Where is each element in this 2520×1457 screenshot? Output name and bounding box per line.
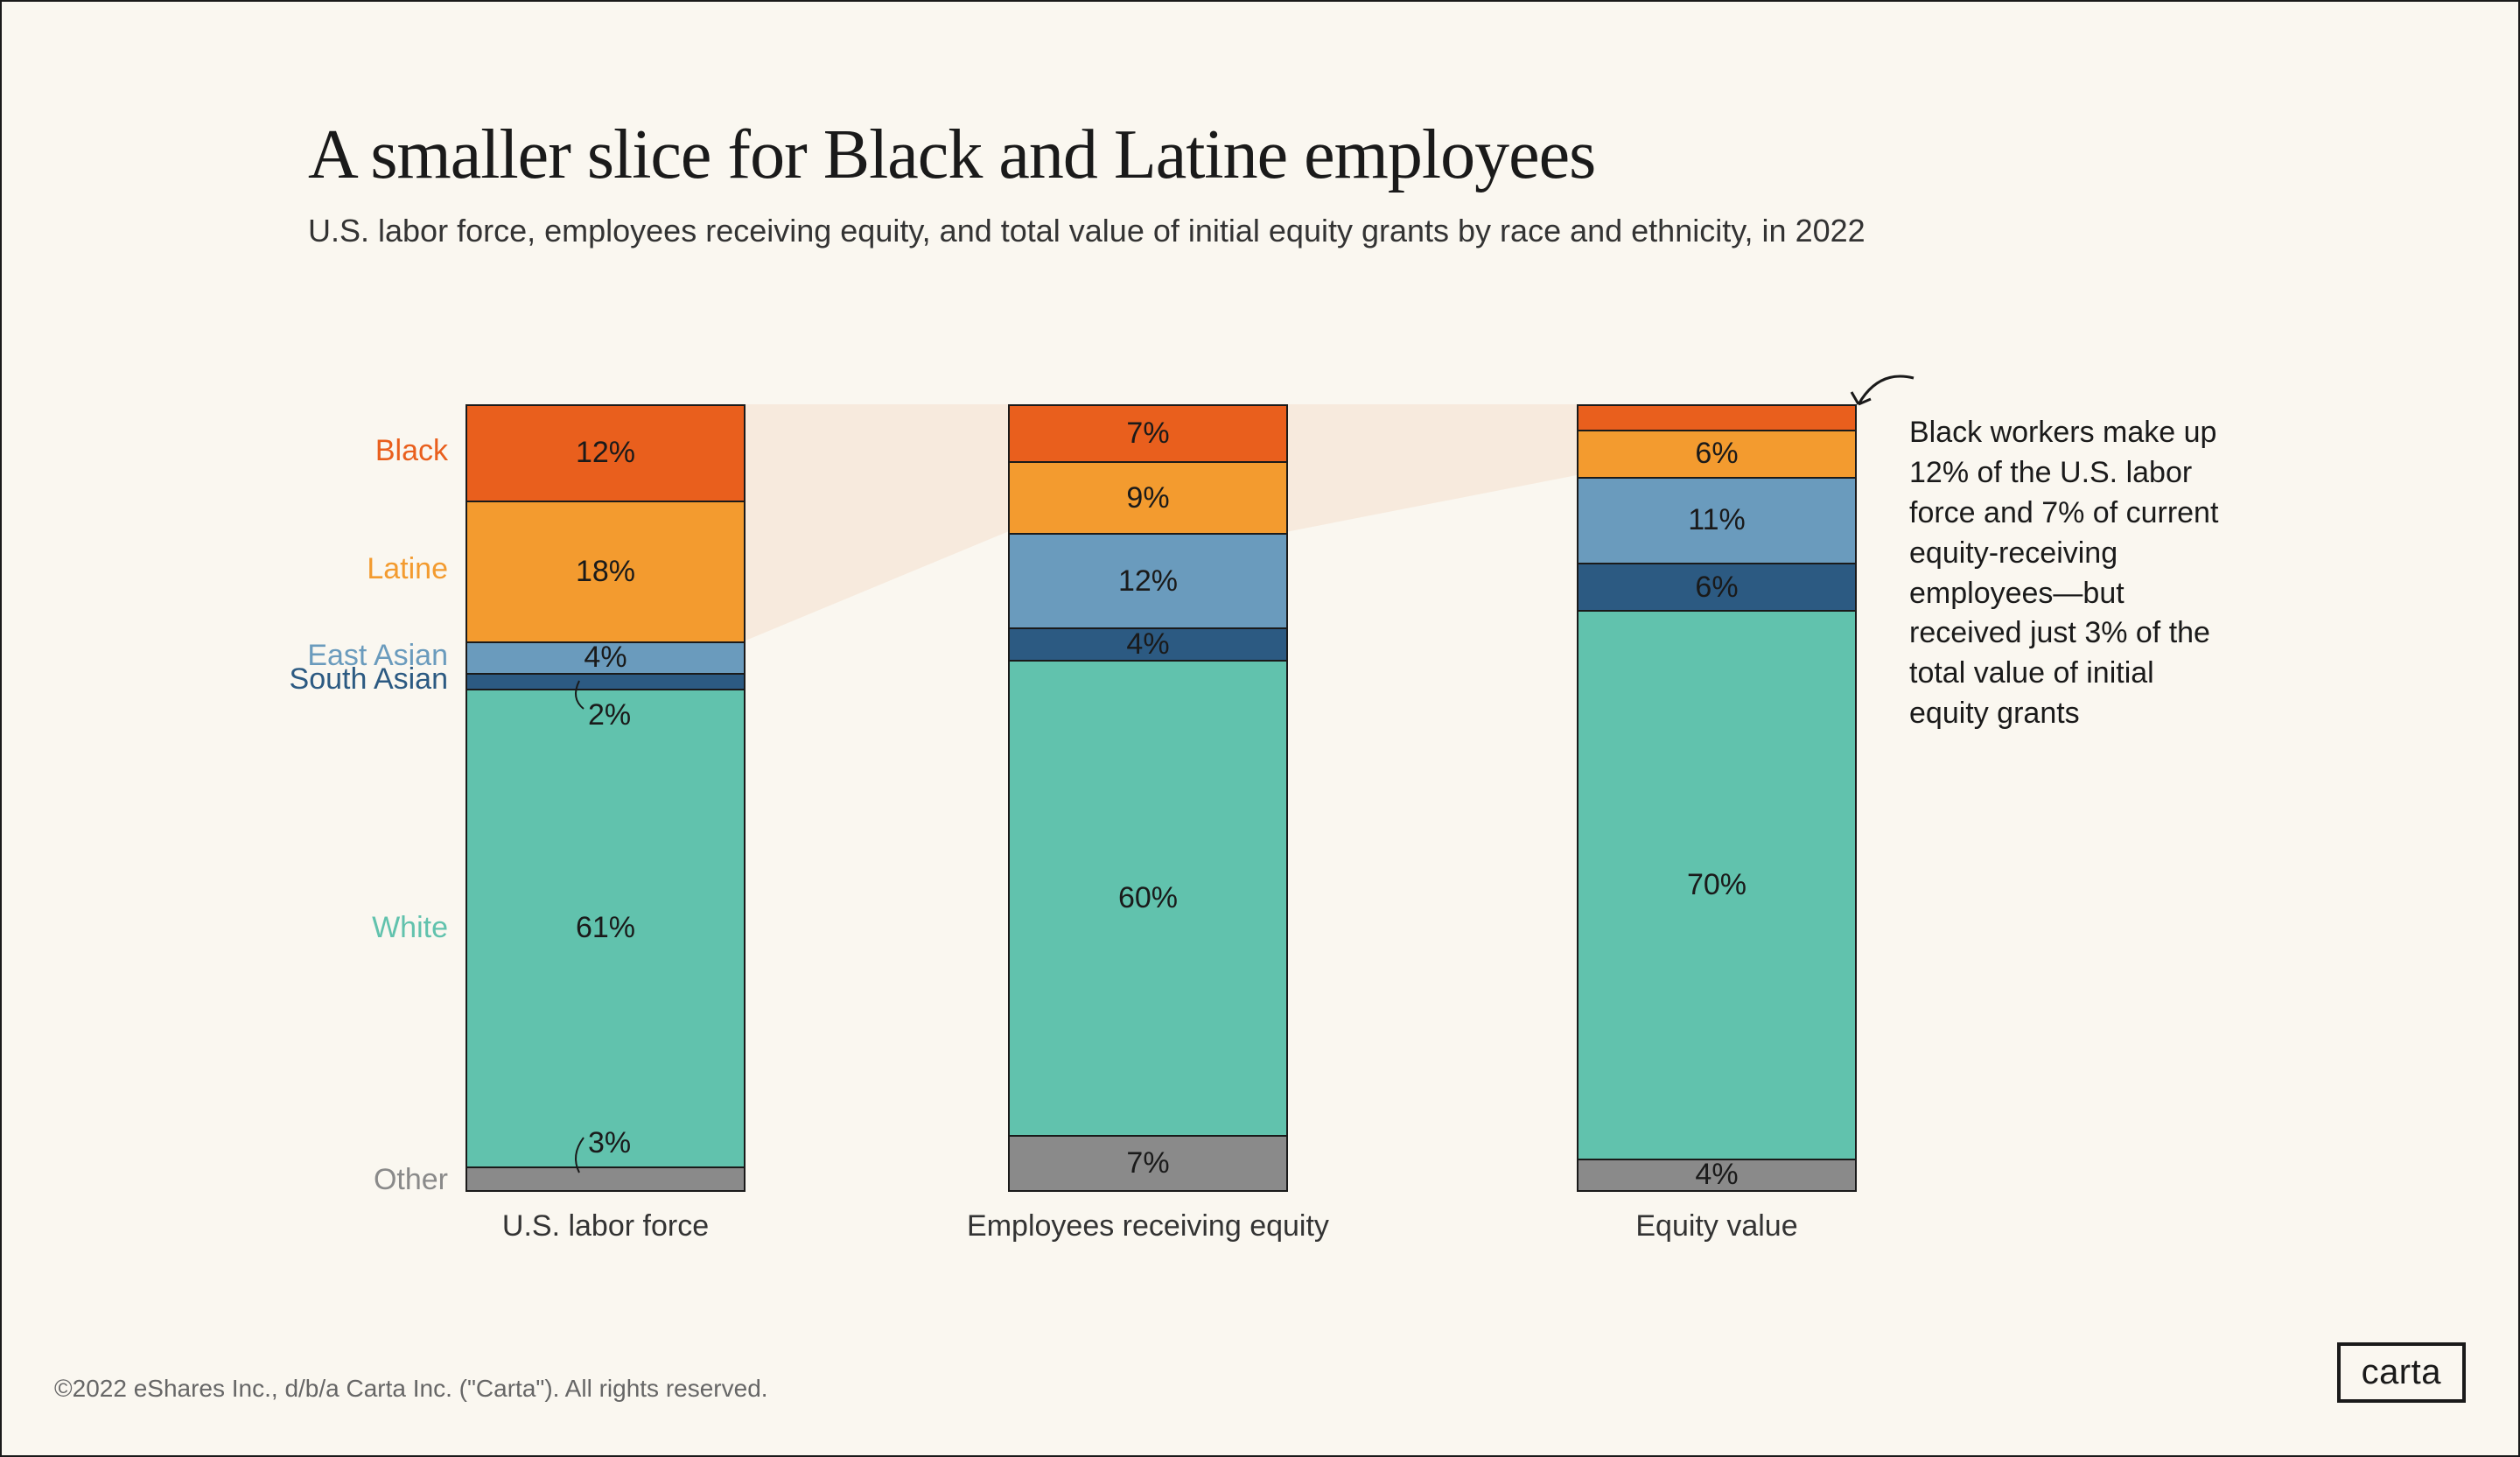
bar-segment-latine: 18% — [467, 501, 744, 641]
footer: ©2022 eShares Inc., d/b/a Carta Inc. ("C… — [54, 1342, 2466, 1403]
category-label-southasian: South Asian — [256, 662, 448, 697]
chart-subtitle: U.S. labor force, employees receiving eq… — [308, 213, 2343, 249]
leader-label-other: 3% — [588, 1126, 631, 1160]
chart-area: 12%18%4%61%U.S. labor force2%3%7%9%12%4%… — [2, 404, 2520, 1192]
bar-segment-southasian: 4% — [1010, 627, 1286, 659]
category-label-white: White — [256, 911, 448, 945]
bar-segment-southasian — [467, 673, 744, 689]
annotation-text: Black workers make up 12% of the U.S. la… — [1909, 413, 2224, 734]
carta-logo: carta — [2337, 1342, 2466, 1403]
bar-segment-white: 60% — [1010, 660, 1286, 1135]
stacked-bar: 6%11%6%70%4% — [1577, 404, 1857, 1192]
category-label-black: Black — [256, 434, 448, 468]
chart-title: A smaller slice for Black and Latine emp… — [308, 116, 2343, 195]
bar-segment-other: 7% — [1010, 1135, 1286, 1190]
title-block: A smaller slice for Black and Latine emp… — [308, 116, 2343, 249]
stacked-bar: 12%18%4% 61% — [466, 404, 746, 1192]
category-label-latine: Latine — [256, 552, 448, 586]
bar-segment-latine: 9% — [1010, 461, 1286, 532]
bar-segment-black — [1578, 406, 1855, 430]
bar-segment-eastasian: 11% — [1578, 477, 1855, 564]
bar-segment-black: 7% — [1010, 406, 1286, 461]
bar-caption: Employees receiving equity — [929, 1209, 1367, 1243]
bar-segment-other — [467, 1166, 744, 1190]
bar-caption: Equity value — [1498, 1209, 1936, 1243]
bar-caption: U.S. labor force — [387, 1209, 824, 1243]
bar-segment-black: 12% — [467, 406, 744, 501]
leader-label-southasian: 2% — [588, 698, 631, 732]
bar-segment-southasian: 6% — [1578, 563, 1855, 610]
bar-segment-eastasian: 4% — [467, 641, 744, 673]
stacked-bar: 7%9%12%4%60%7% — [1008, 404, 1288, 1192]
bar-segment-other: 4% — [1578, 1159, 1855, 1190]
bar-segment-latine: 6% — [1578, 430, 1855, 477]
category-label-other: Other — [256, 1163, 448, 1197]
copyright-text: ©2022 eShares Inc., d/b/a Carta Inc. ("C… — [54, 1375, 768, 1403]
bar-segment-eastasian: 12% — [1010, 533, 1286, 628]
bar-segment-white: 70% — [1578, 610, 1855, 1159]
bar-segment-white: 61% — [467, 689, 744, 1166]
